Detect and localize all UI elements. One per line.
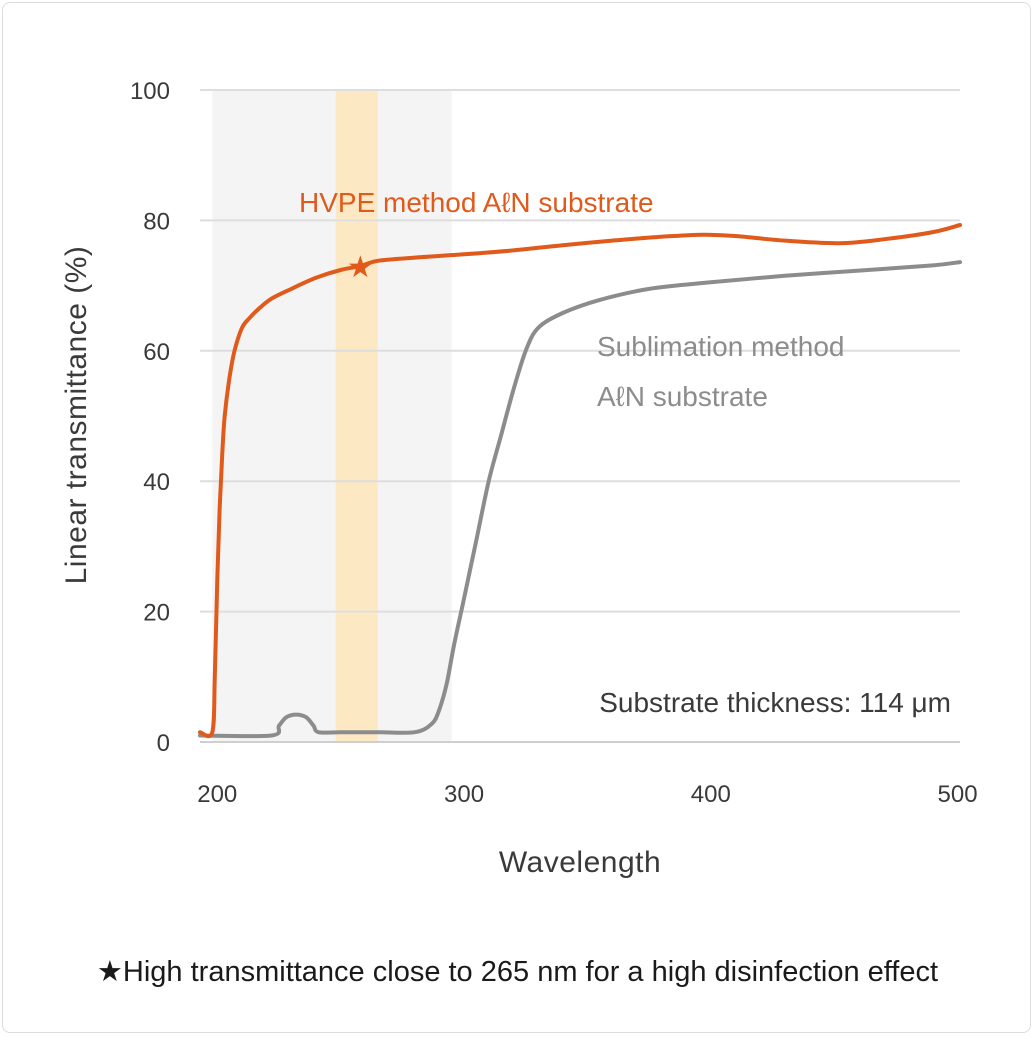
y-tick-label-80: 80 [143,208,170,235]
highlight-band-265nm [335,90,378,742]
x-axis-title: Wavelength [499,846,661,879]
sublimation-series-label-line2: AℓN substrate [597,381,768,412]
hvpe-series-line [198,223,962,739]
y-tick-label-40: 40 [143,469,170,496]
y-tick-label-60: 60 [143,339,170,366]
grid-lines [200,89,960,743]
star-marker: ★ [347,251,374,284]
hvpe-series-label: HVPE method AℓN substrate [299,187,654,218]
x-tick-label-500: 500 [938,781,978,808]
x-tick-label-200: 200 [197,781,237,808]
wavelength-bands [212,90,452,742]
x-tick-label-400: 400 [691,781,731,808]
sublimation-series-label-line1: Sublimation method [597,331,844,362]
thickness-annotation: Substrate thickness: 114 μm [599,687,951,718]
x-tick-label-300: 300 [444,781,484,808]
footnote: ★High transmittance close to 265 nm for … [96,956,939,988]
series-lines [198,223,962,739]
shaded-band [212,90,452,742]
y-tick-label-20: 20 [143,600,170,627]
y-tick-label-0: 0 [157,730,170,757]
y-tick-labels: 0 20 40 60 80 100 [130,78,170,757]
x-tick-labels: 200 300 400 500 [197,781,977,808]
sublimation-series-line [198,260,962,739]
y-axis-title: Linear transmittance (%) [60,246,93,585]
y-tick-label-100: 100 [130,78,170,105]
